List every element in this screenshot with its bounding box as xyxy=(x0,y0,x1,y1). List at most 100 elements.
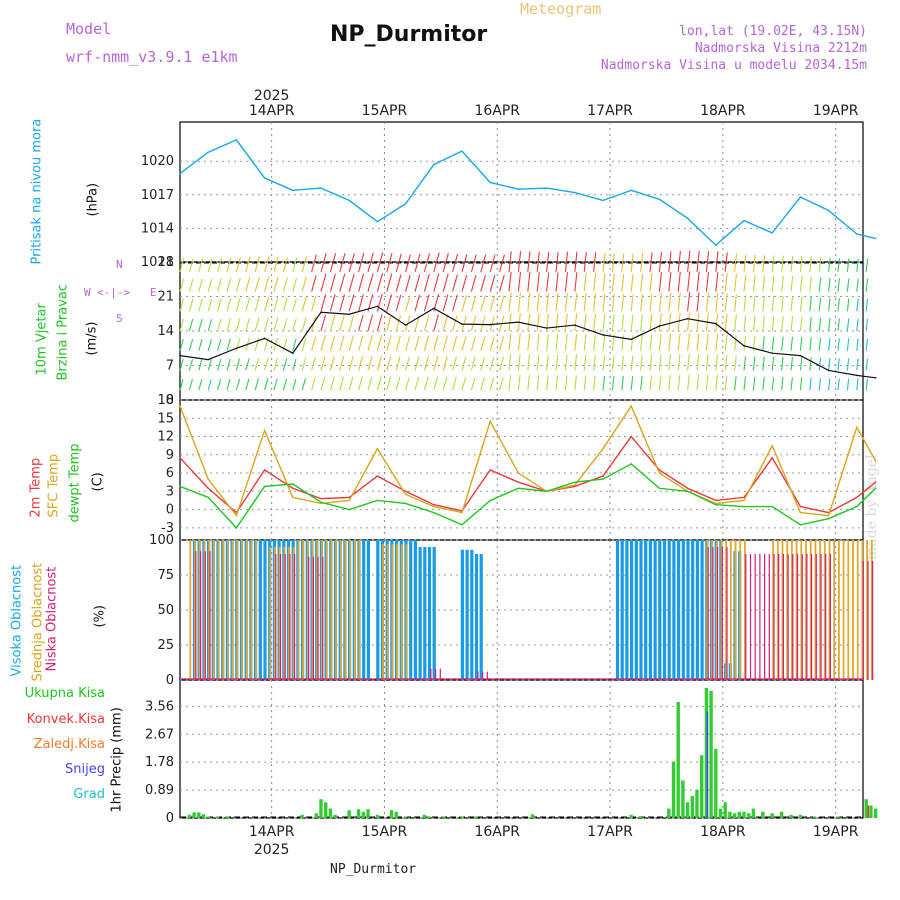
temp-point-1-22 xyxy=(799,511,802,514)
wind-barb xyxy=(499,274,505,292)
pressure-point-4 xyxy=(292,189,294,192)
wind-barb xyxy=(499,295,505,312)
wind-point-4 xyxy=(292,352,294,354)
wind-barb xyxy=(602,293,606,312)
wind-barb xyxy=(696,354,700,371)
wind-barb xyxy=(818,277,822,292)
precip-bar-107 xyxy=(681,780,685,818)
wind-point-19 xyxy=(715,322,717,325)
temp-y-tick--3: -3 xyxy=(161,521,174,536)
cloud-bar-0 xyxy=(700,540,704,680)
temp-point-0-8 xyxy=(404,490,407,493)
cloud-bar-2 xyxy=(749,554,752,680)
wind-barb xyxy=(593,293,597,312)
temp-point-2-21 xyxy=(771,505,773,508)
wind-barb xyxy=(433,355,439,371)
temp-point-2-24 xyxy=(856,505,858,508)
wind-barb xyxy=(452,335,458,351)
bottom-year-label: 2025 xyxy=(254,842,290,858)
cloud-bar-1 xyxy=(776,540,779,680)
cloud-bar-1 xyxy=(353,540,356,680)
wind-barb xyxy=(696,333,700,351)
wind-barb xyxy=(809,276,812,292)
wind-barb xyxy=(301,256,308,273)
cloud-bar-0 xyxy=(620,540,624,680)
wind-barb xyxy=(480,315,486,332)
wind-barb xyxy=(837,378,840,391)
wind-barb xyxy=(452,376,457,391)
temp-point-2-9 xyxy=(433,511,435,514)
wind-barb xyxy=(207,298,213,312)
precip-bar-114 xyxy=(714,749,718,818)
precip-bar-116 xyxy=(723,802,727,818)
precip-y-tick-0: 0 xyxy=(166,811,174,826)
temp-point-1-9 xyxy=(433,505,435,508)
wind-barb xyxy=(508,251,512,272)
cloud-bar-1 xyxy=(706,540,709,680)
cloud-bar-0 xyxy=(418,547,422,680)
temp-point-1-20 xyxy=(743,499,745,502)
wind-barb xyxy=(376,314,383,332)
wind-barb xyxy=(555,251,559,272)
cloud-bar-2 xyxy=(787,554,789,680)
wind-barb xyxy=(217,359,222,371)
wind-barb xyxy=(405,254,411,273)
wind-barb xyxy=(320,273,327,292)
wind-barb xyxy=(423,376,429,391)
wind-barb xyxy=(489,315,495,332)
cloud-bar-2 xyxy=(806,554,808,680)
wind-barb xyxy=(611,375,615,391)
temp-point-0-6 xyxy=(348,496,350,499)
wind-y-tick-21: 21 xyxy=(157,290,174,305)
precip-bar-119 xyxy=(737,811,741,818)
wind-barb xyxy=(677,333,681,351)
wind-barb xyxy=(809,377,812,391)
pressure-point-5 xyxy=(320,187,322,189)
wind-barb xyxy=(282,318,288,332)
wind-barb xyxy=(254,256,260,273)
wind-barb xyxy=(743,315,747,332)
wind-barb xyxy=(771,356,775,371)
wind-barb xyxy=(621,376,624,391)
wind-barb xyxy=(640,314,643,332)
top-x-tick-17APR: 17APR xyxy=(587,103,633,119)
wind-barb xyxy=(282,358,288,371)
wind-barb xyxy=(781,255,784,272)
top-x-tick-15APR: 15APR xyxy=(362,103,408,119)
panel-frame-2 xyxy=(179,399,864,541)
wind-y-tick-28: 28 xyxy=(157,255,174,270)
wind-barb xyxy=(705,251,710,272)
cloud-bar-1 xyxy=(819,540,821,680)
wind-barb xyxy=(207,258,213,273)
temp-point-2-25 xyxy=(874,487,877,489)
cloud-bar-1 xyxy=(325,540,328,680)
wind-barb xyxy=(423,253,431,273)
temp-point-1-10 xyxy=(461,511,463,514)
wind-barb xyxy=(536,375,540,391)
wind-barb xyxy=(752,315,756,332)
wind-barb xyxy=(320,253,327,273)
wind-barb xyxy=(705,374,709,391)
wind-barb xyxy=(602,314,606,332)
wind-barb xyxy=(752,254,756,272)
cloud-bar-0 xyxy=(413,540,417,680)
wind-barb xyxy=(621,294,625,312)
cloud-bar-1 xyxy=(744,540,746,680)
wind-barb xyxy=(658,251,663,272)
compass-n: N xyxy=(116,258,123,271)
wind-barb xyxy=(433,314,439,332)
cloud-bar-0 xyxy=(460,549,464,680)
wind-point-21 xyxy=(771,352,773,354)
wind-point-20 xyxy=(743,344,745,347)
cloud-bar-1 xyxy=(335,540,337,680)
precip-bar-112 xyxy=(704,687,709,818)
pressure-point-25 xyxy=(874,237,877,240)
precip-bar-108 xyxy=(685,802,690,818)
wind-barb xyxy=(602,334,606,351)
wind-barb xyxy=(273,378,278,391)
wind-barb xyxy=(367,314,374,332)
wind-barb xyxy=(809,337,812,351)
temp-point-0-0 xyxy=(179,457,181,459)
temp-point-2-11 xyxy=(489,499,491,502)
wind-barb xyxy=(414,274,421,292)
